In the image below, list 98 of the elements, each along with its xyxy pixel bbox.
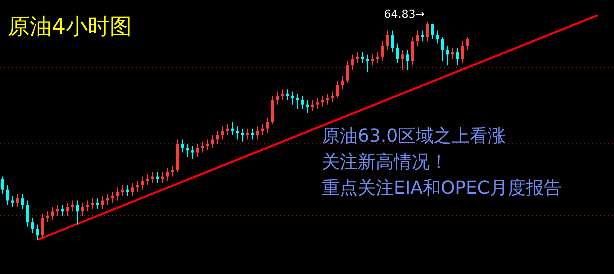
candlestick <box>312 100 314 112</box>
candlestick <box>246 128 250 140</box>
candlestick <box>72 200 74 212</box>
text: 64.83→ <box>384 8 425 21</box>
candlestick <box>382 41 384 62</box>
candlestick <box>202 141 204 154</box>
annotation: 原油63.0区域之上看涨 <box>322 126 506 147</box>
candlestick <box>432 24 434 40</box>
annotation: 关注新高情况！ <box>322 152 448 173</box>
candlestick <box>122 185 124 197</box>
candlestick <box>342 76 344 90</box>
candlestick <box>102 196 104 210</box>
candlestick <box>242 128 244 142</box>
candlestick <box>256 126 260 140</box>
candlestick <box>56 204 60 217</box>
candlestick <box>166 168 170 182</box>
candlestick <box>386 30 390 51</box>
candlestick <box>162 172 164 184</box>
candlestick <box>212 134 214 149</box>
candlestick <box>12 196 14 208</box>
candlestick <box>296 93 300 110</box>
candlestick <box>436 30 440 44</box>
candlestick <box>392 30 394 54</box>
candlestick <box>152 172 154 184</box>
candlestick <box>76 200 80 226</box>
candlestick <box>146 174 150 186</box>
candlestick <box>116 187 120 202</box>
candlestick <box>416 30 420 46</box>
candlestick <box>106 194 110 206</box>
candlestick <box>222 126 224 140</box>
candlestick <box>96 198 100 210</box>
candlestick <box>182 139 184 154</box>
candlestick <box>286 89 290 101</box>
candlestick <box>252 128 254 140</box>
candlestick <box>2 176 4 195</box>
candlestick <box>196 144 200 158</box>
candlestick <box>216 130 220 145</box>
candlestick <box>42 213 44 238</box>
candlestick <box>462 41 464 64</box>
candlestick <box>336 80 340 99</box>
candlestick <box>206 139 210 152</box>
candlestick <box>456 48 460 66</box>
candlestick <box>32 218 34 234</box>
candlestick <box>282 89 284 101</box>
candlestick <box>16 194 20 208</box>
candlestick <box>332 91 334 104</box>
candlestick <box>266 117 270 134</box>
candlestick <box>356 52 360 64</box>
candlestick <box>142 176 144 190</box>
candlestick <box>466 36 470 51</box>
candlestick <box>26 200 30 228</box>
candlestick <box>62 204 64 217</box>
candlestick <box>442 36 444 62</box>
candlestick <box>236 126 240 140</box>
candlestick <box>186 144 190 158</box>
candlestick <box>396 43 400 64</box>
candlestick <box>232 122 234 136</box>
candlestick <box>226 124 230 136</box>
candlestick <box>352 54 354 70</box>
candlestick <box>366 54 370 73</box>
candlestick <box>156 172 160 184</box>
candlestick <box>326 93 330 106</box>
candlestick <box>22 194 24 210</box>
candlestick <box>322 96 324 108</box>
candlestick <box>172 165 174 178</box>
candlestick <box>82 202 84 217</box>
candlestick <box>452 48 454 60</box>
candlestick <box>36 224 40 240</box>
candlestick <box>136 180 140 193</box>
candlestick <box>262 124 264 136</box>
candlestick <box>46 211 50 224</box>
candlestick <box>126 185 130 197</box>
candlestick <box>406 50 410 70</box>
candlestick <box>6 185 10 206</box>
candlestick <box>112 192 114 204</box>
candlestick <box>426 22 430 42</box>
candlestick <box>276 91 280 106</box>
candlestick <box>362 52 364 64</box>
candlestick <box>446 45 450 66</box>
candlestick <box>346 60 350 84</box>
candlestick <box>402 50 404 70</box>
chart-title: 原油4小时图 <box>8 15 132 40</box>
candlestick <box>372 54 374 66</box>
candlestick <box>306 100 310 114</box>
candlestick <box>92 198 94 210</box>
candlestick <box>192 146 194 160</box>
candlestick <box>412 36 414 66</box>
candlestick <box>292 91 294 106</box>
annotation: 重点关注EIA和OPEC月度报告 <box>322 178 562 199</box>
candlestick <box>66 202 70 217</box>
candlestick <box>316 98 320 110</box>
candlestick <box>272 96 274 125</box>
candlestick <box>302 96 304 110</box>
candlestick <box>422 30 424 42</box>
candlestick <box>52 206 54 221</box>
candlestick <box>376 52 380 64</box>
candlestick <box>132 182 134 197</box>
candlestick <box>86 200 90 212</box>
